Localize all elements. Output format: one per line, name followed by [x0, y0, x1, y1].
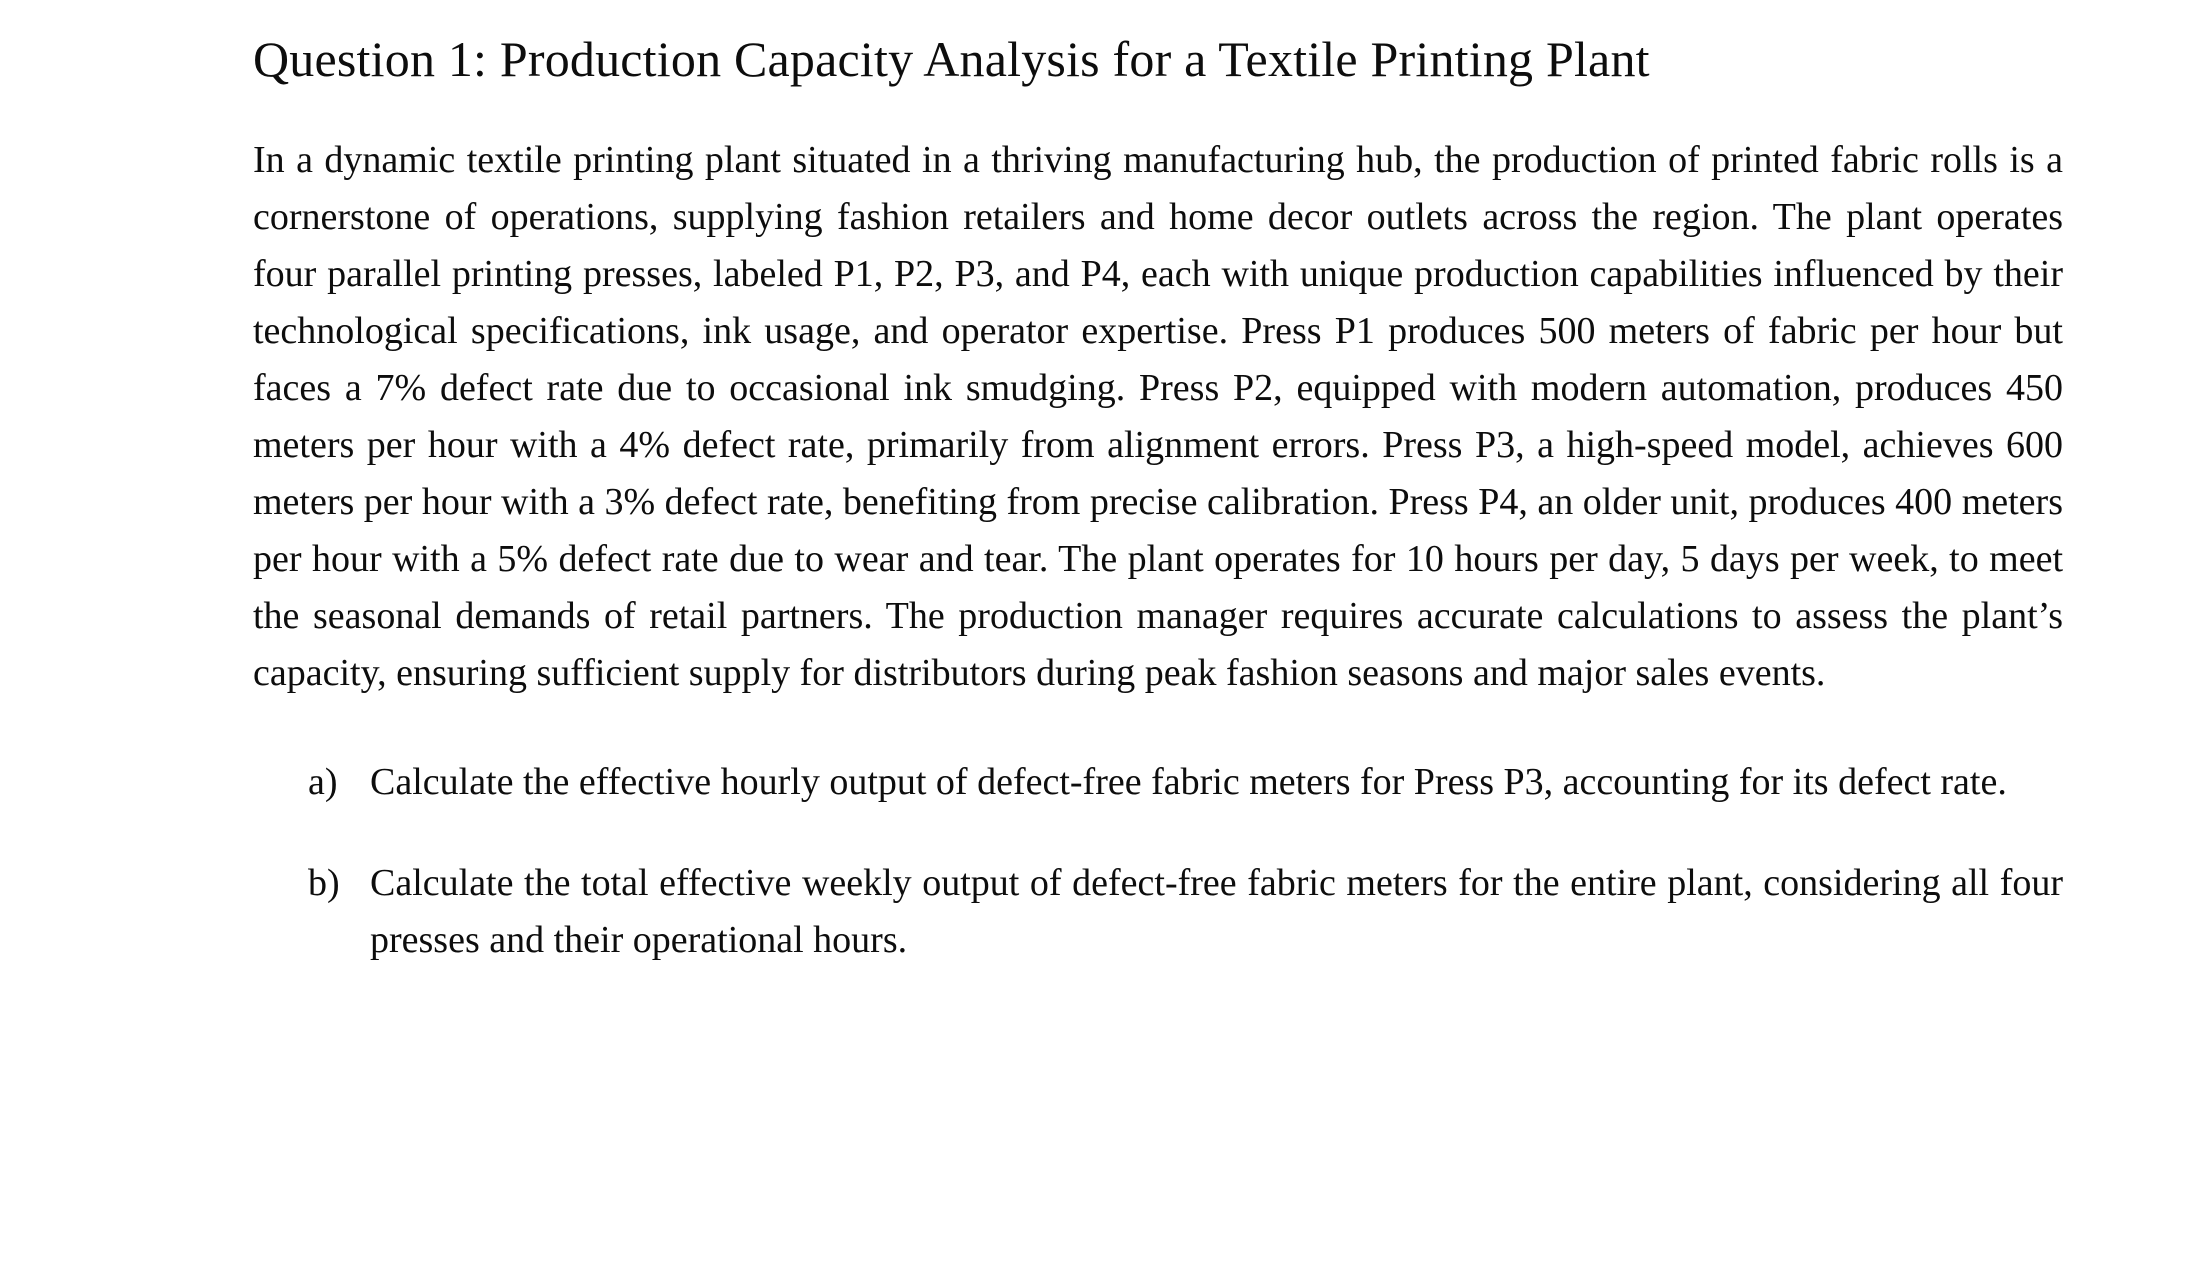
list-item-text-a: Calculate the effective hourly output of… — [370, 761, 2007, 803]
question-body-paragraph: In a dynamic textile printing plant situ… — [253, 139, 2063, 694]
list-item-text-b: Calculate the total effective weekly out… — [370, 862, 2063, 961]
list-item: a) Calculate the effective hourly output… — [253, 754, 2063, 811]
list-item: b) Calculate the total effective weekly … — [253, 855, 2063, 969]
document-content: Question 1: Production Capacity Analysis… — [253, 30, 2063, 969]
list-item-label-b: b) — [308, 862, 340, 904]
question-subparts-list: a) Calculate the effective hourly output… — [253, 754, 2063, 969]
question-title: Question 1: Production Capacity Analysis… — [253, 31, 1650, 87]
list-item-label-a: a) — [308, 761, 338, 803]
